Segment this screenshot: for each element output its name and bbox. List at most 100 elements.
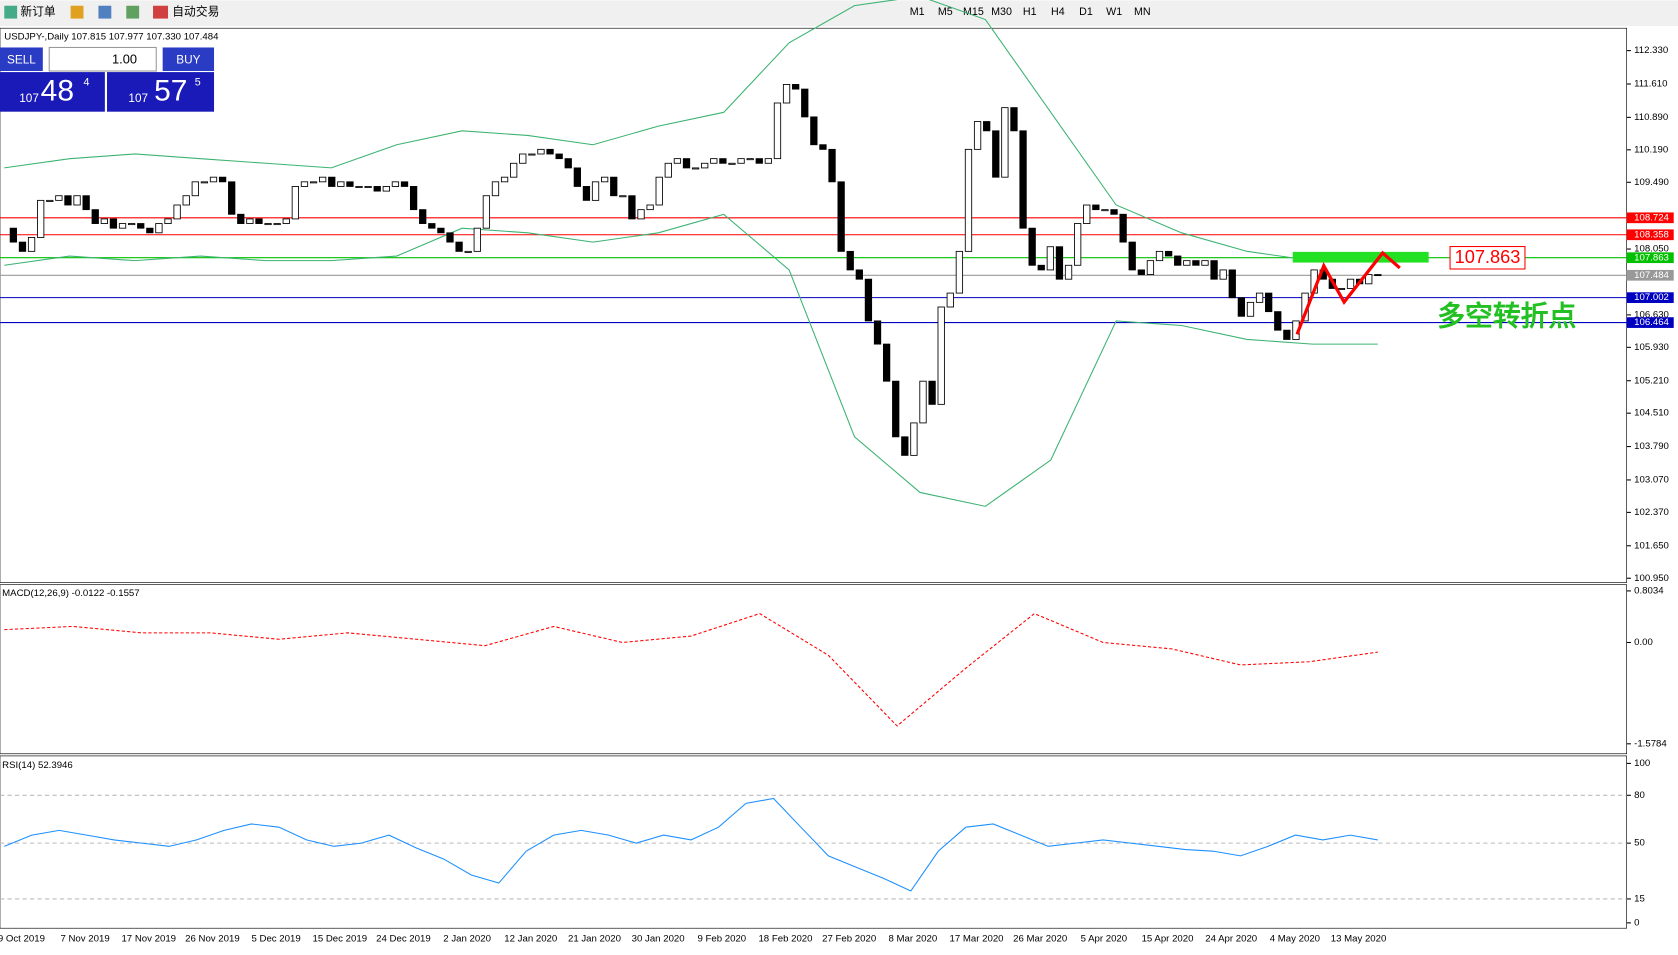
y-tick-label: 109.490 bbox=[1634, 177, 1669, 188]
main-chart-frame bbox=[0, 27, 1627, 583]
candle bbox=[555, 153, 563, 160]
candle bbox=[1037, 264, 1045, 271]
candle bbox=[1228, 269, 1236, 299]
buy-button[interactable] bbox=[162, 47, 215, 72]
candle bbox=[737, 158, 745, 164]
rsi-frame bbox=[0, 755, 1627, 929]
price-tag-label: 108.724 bbox=[1634, 212, 1669, 223]
y-tick-label: 50 bbox=[1634, 838, 1645, 849]
candle bbox=[1283, 329, 1291, 340]
candle bbox=[755, 158, 763, 164]
candle bbox=[582, 186, 591, 201]
candle bbox=[619, 195, 627, 198]
price-tag-label: 107.484 bbox=[1634, 270, 1669, 281]
candle bbox=[600, 176, 609, 183]
candle bbox=[228, 181, 236, 215]
candle bbox=[491, 181, 500, 197]
sell-label[interactable]: SELL bbox=[7, 53, 36, 66]
candle bbox=[673, 158, 682, 164]
candle bbox=[919, 380, 927, 424]
timeframe-button[interactable]: D1 bbox=[1079, 6, 1093, 18]
y-tick-label: 15 bbox=[1634, 893, 1645, 904]
bid-big: 107 bbox=[19, 92, 39, 105]
candle bbox=[1092, 204, 1100, 211]
x-tick-label: 13 May 2020 bbox=[1331, 933, 1387, 944]
x-tick-label: 2 Jan 2020 bbox=[443, 933, 491, 944]
candle bbox=[773, 102, 782, 160]
candle bbox=[73, 195, 81, 206]
bid-point: 4 bbox=[83, 77, 89, 89]
candle bbox=[127, 223, 136, 226]
x-tick-label: 15 Apr 2020 bbox=[1142, 933, 1194, 944]
candle bbox=[1028, 227, 1036, 266]
price-label: 107.863 bbox=[1455, 247, 1521, 267]
candle bbox=[701, 162, 709, 169]
candle bbox=[364, 186, 372, 188]
candle bbox=[837, 181, 845, 252]
new-order-button[interactable]: 新订单 bbox=[20, 4, 56, 18]
candle bbox=[1274, 311, 1282, 331]
candle bbox=[137, 223, 145, 229]
buy-label[interactable]: BUY bbox=[176, 53, 200, 66]
candle bbox=[382, 186, 390, 192]
timeframe-button[interactable]: M30 bbox=[991, 6, 1012, 18]
candle bbox=[983, 121, 991, 132]
timeframe-button[interactable]: H4 bbox=[1051, 6, 1065, 18]
candle bbox=[855, 269, 863, 280]
timeframe-button[interactable]: M15 bbox=[963, 6, 984, 18]
candle bbox=[537, 148, 545, 155]
candle bbox=[100, 218, 108, 224]
candle bbox=[1046, 246, 1054, 271]
timeframe-button[interactable]: W1 bbox=[1106, 6, 1122, 18]
candle bbox=[973, 121, 982, 150]
y-tick-label: 102.370 bbox=[1634, 507, 1669, 518]
x-tick-label: 26 Nov 2019 bbox=[185, 933, 240, 944]
icon[interactable] bbox=[70, 5, 84, 19]
icon[interactable] bbox=[98, 5, 112, 19]
y-tick-label: 103.790 bbox=[1634, 441, 1669, 452]
candle bbox=[810, 116, 818, 146]
new-order-icon[interactable] bbox=[4, 5, 18, 19]
candle bbox=[1201, 260, 1209, 266]
ask-box bbox=[107, 72, 215, 112]
candle bbox=[873, 320, 882, 345]
timeframe-button[interactable]: H1 bbox=[1023, 6, 1037, 18]
x-tick-label: 9 Feb 2020 bbox=[697, 933, 746, 944]
candle bbox=[1174, 255, 1182, 266]
timeframe-button[interactable]: M5 bbox=[938, 6, 953, 18]
candle bbox=[391, 181, 400, 187]
candle bbox=[1010, 107, 1018, 132]
candle bbox=[319, 176, 327, 183]
icon[interactable] bbox=[126, 5, 140, 19]
candle bbox=[337, 181, 345, 187]
candle bbox=[801, 88, 809, 118]
candle bbox=[1246, 301, 1255, 317]
candle bbox=[255, 218, 263, 224]
candle bbox=[355, 186, 363, 188]
candle bbox=[828, 148, 836, 183]
candle bbox=[1219, 269, 1227, 280]
candle bbox=[664, 162, 672, 178]
auto-trading-button[interactable]: 自动交易 bbox=[172, 4, 219, 18]
candle bbox=[746, 158, 754, 161]
candle bbox=[901, 436, 909, 456]
auto-trading-icon[interactable] bbox=[153, 5, 169, 19]
y-tick-label: -1.5784 bbox=[1634, 738, 1667, 749]
y-tick-label: 100.950 bbox=[1634, 573, 1669, 584]
candle bbox=[964, 148, 973, 252]
candle bbox=[846, 250, 854, 271]
y-tick-label: 0 bbox=[1634, 917, 1639, 928]
lots-value[interactable]: 1.00 bbox=[112, 52, 137, 67]
candle bbox=[309, 181, 318, 184]
candle bbox=[1164, 250, 1173, 257]
annotation: 多空转折点 bbox=[1437, 301, 1576, 332]
timeframe-button[interactable]: MN bbox=[1134, 6, 1151, 18]
timeframe-button[interactable]: M1 bbox=[910, 6, 925, 18]
x-tick-label: 24 Dec 2019 bbox=[376, 933, 431, 944]
sell-button[interactable] bbox=[0, 47, 43, 72]
x-tick-label: 12 Jan 2020 bbox=[504, 933, 557, 944]
lots-input[interactable] bbox=[48, 46, 157, 72]
candle bbox=[9, 227, 18, 243]
candle bbox=[18, 241, 27, 252]
candle bbox=[173, 204, 181, 220]
